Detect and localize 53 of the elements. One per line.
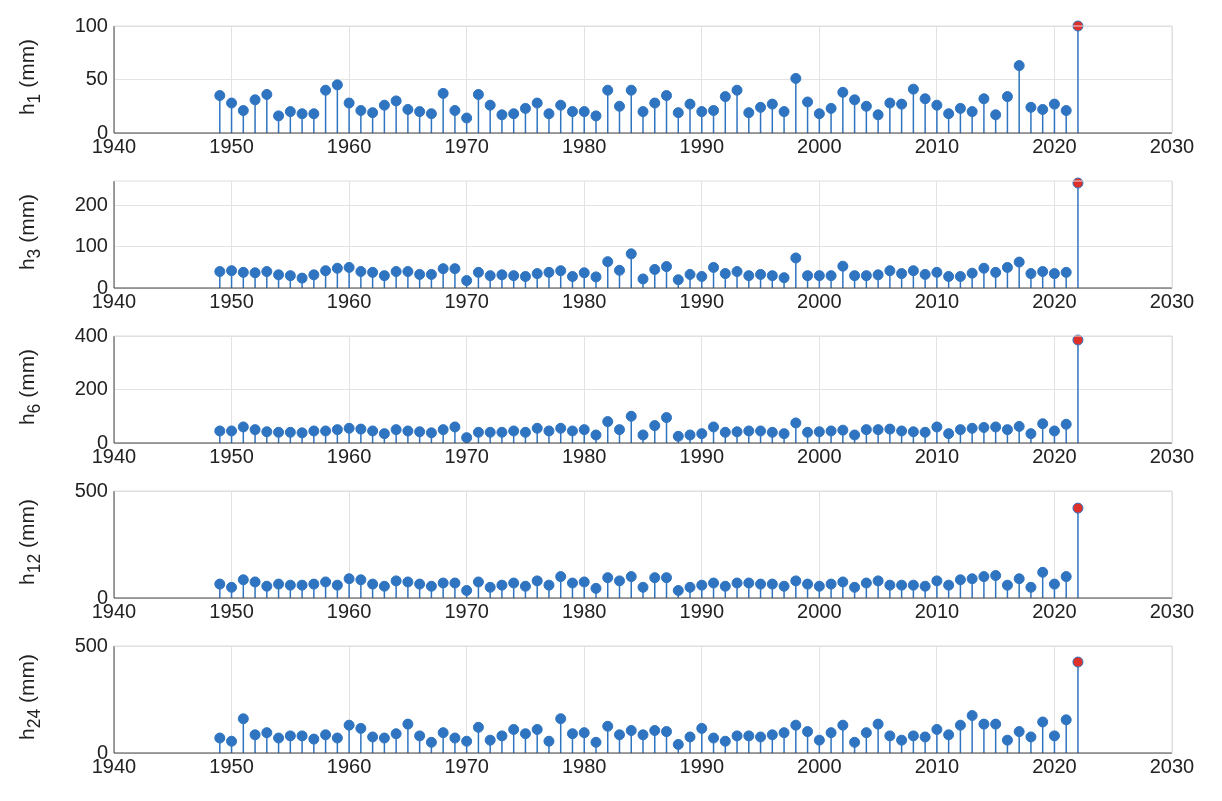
x-tick-label: 1980 (561, 599, 607, 622)
x-tick-label: 1990 (679, 289, 725, 312)
x-tick-label: 2030 (1149, 289, 1195, 312)
x-tick-label: 2020 (1032, 599, 1077, 622)
x-tick-label: 2010 (914, 754, 960, 777)
x-tick-label: 1970 (444, 754, 489, 777)
x-tick-label: 1990 (679, 444, 725, 467)
x-tick-label: 1950 (209, 754, 254, 777)
x-tick-label: 2010 (914, 289, 960, 312)
x-tick-label: 2020 (1032, 444, 1077, 467)
x-tick-label: 2020 (1032, 754, 1077, 777)
x-tick-label: 1990 (679, 599, 725, 622)
x-tick-label: 2000 (797, 444, 842, 467)
y-tick-label: 100 (74, 234, 108, 257)
x-tick-label: 2020 (1032, 134, 1077, 157)
x-tick-label: 1970 (444, 599, 489, 622)
x-tick-label: 1980 (561, 289, 607, 312)
x-tick-label: 1960 (326, 134, 372, 157)
x-tick-label: 2000 (797, 289, 842, 312)
y-tick-label: 400 (74, 323, 108, 346)
x-tick-label: 1970 (444, 444, 489, 467)
x-tick-label: 2010 (914, 444, 960, 467)
y-tick-label: 200 (74, 193, 108, 216)
x-tick-label: 1990 (679, 754, 725, 777)
x-tick-label: 1980 (561, 444, 607, 467)
x-tick-label: 1960 (326, 754, 372, 777)
x-tick-label: 1980 (561, 754, 607, 777)
y-tick-label: 500 (74, 478, 108, 501)
x-tick-label: 1970 (444, 134, 489, 157)
x-tick-label: 2000 (797, 754, 842, 777)
x-tick-label: 1950 (209, 289, 254, 312)
x-tick-label: 2030 (1149, 599, 1195, 622)
x-tick-label: 1950 (209, 599, 254, 622)
x-tick-label: 2010 (914, 599, 960, 622)
y-tick-label: 100 (74, 13, 108, 36)
x-tick-label: 2020 (1032, 289, 1077, 312)
y-tick-label: 500 (74, 633, 108, 656)
x-tick-label: 1980 (561, 134, 607, 157)
x-tick-label: 2000 (797, 599, 842, 622)
x-tick-label: 1970 (444, 289, 489, 312)
x-tick-label: 2030 (1149, 754, 1195, 777)
x-tick-label: 1960 (326, 444, 372, 467)
x-tick-label: 1960 (326, 289, 372, 312)
x-tick-label: 1990 (679, 134, 725, 157)
x-tick-label: 1960 (326, 599, 372, 622)
x-tick-label: 1950 (209, 444, 254, 467)
x-tick-label: 2030 (1149, 134, 1195, 157)
y-tick-label: 200 (74, 377, 108, 400)
x-tick-label: 2000 (797, 134, 842, 157)
x-tick-label: 2010 (914, 134, 960, 157)
x-tick-label: 2030 (1149, 444, 1195, 467)
y-tick-label: 50 (85, 67, 108, 90)
x-tick-label: 1950 (209, 134, 254, 157)
